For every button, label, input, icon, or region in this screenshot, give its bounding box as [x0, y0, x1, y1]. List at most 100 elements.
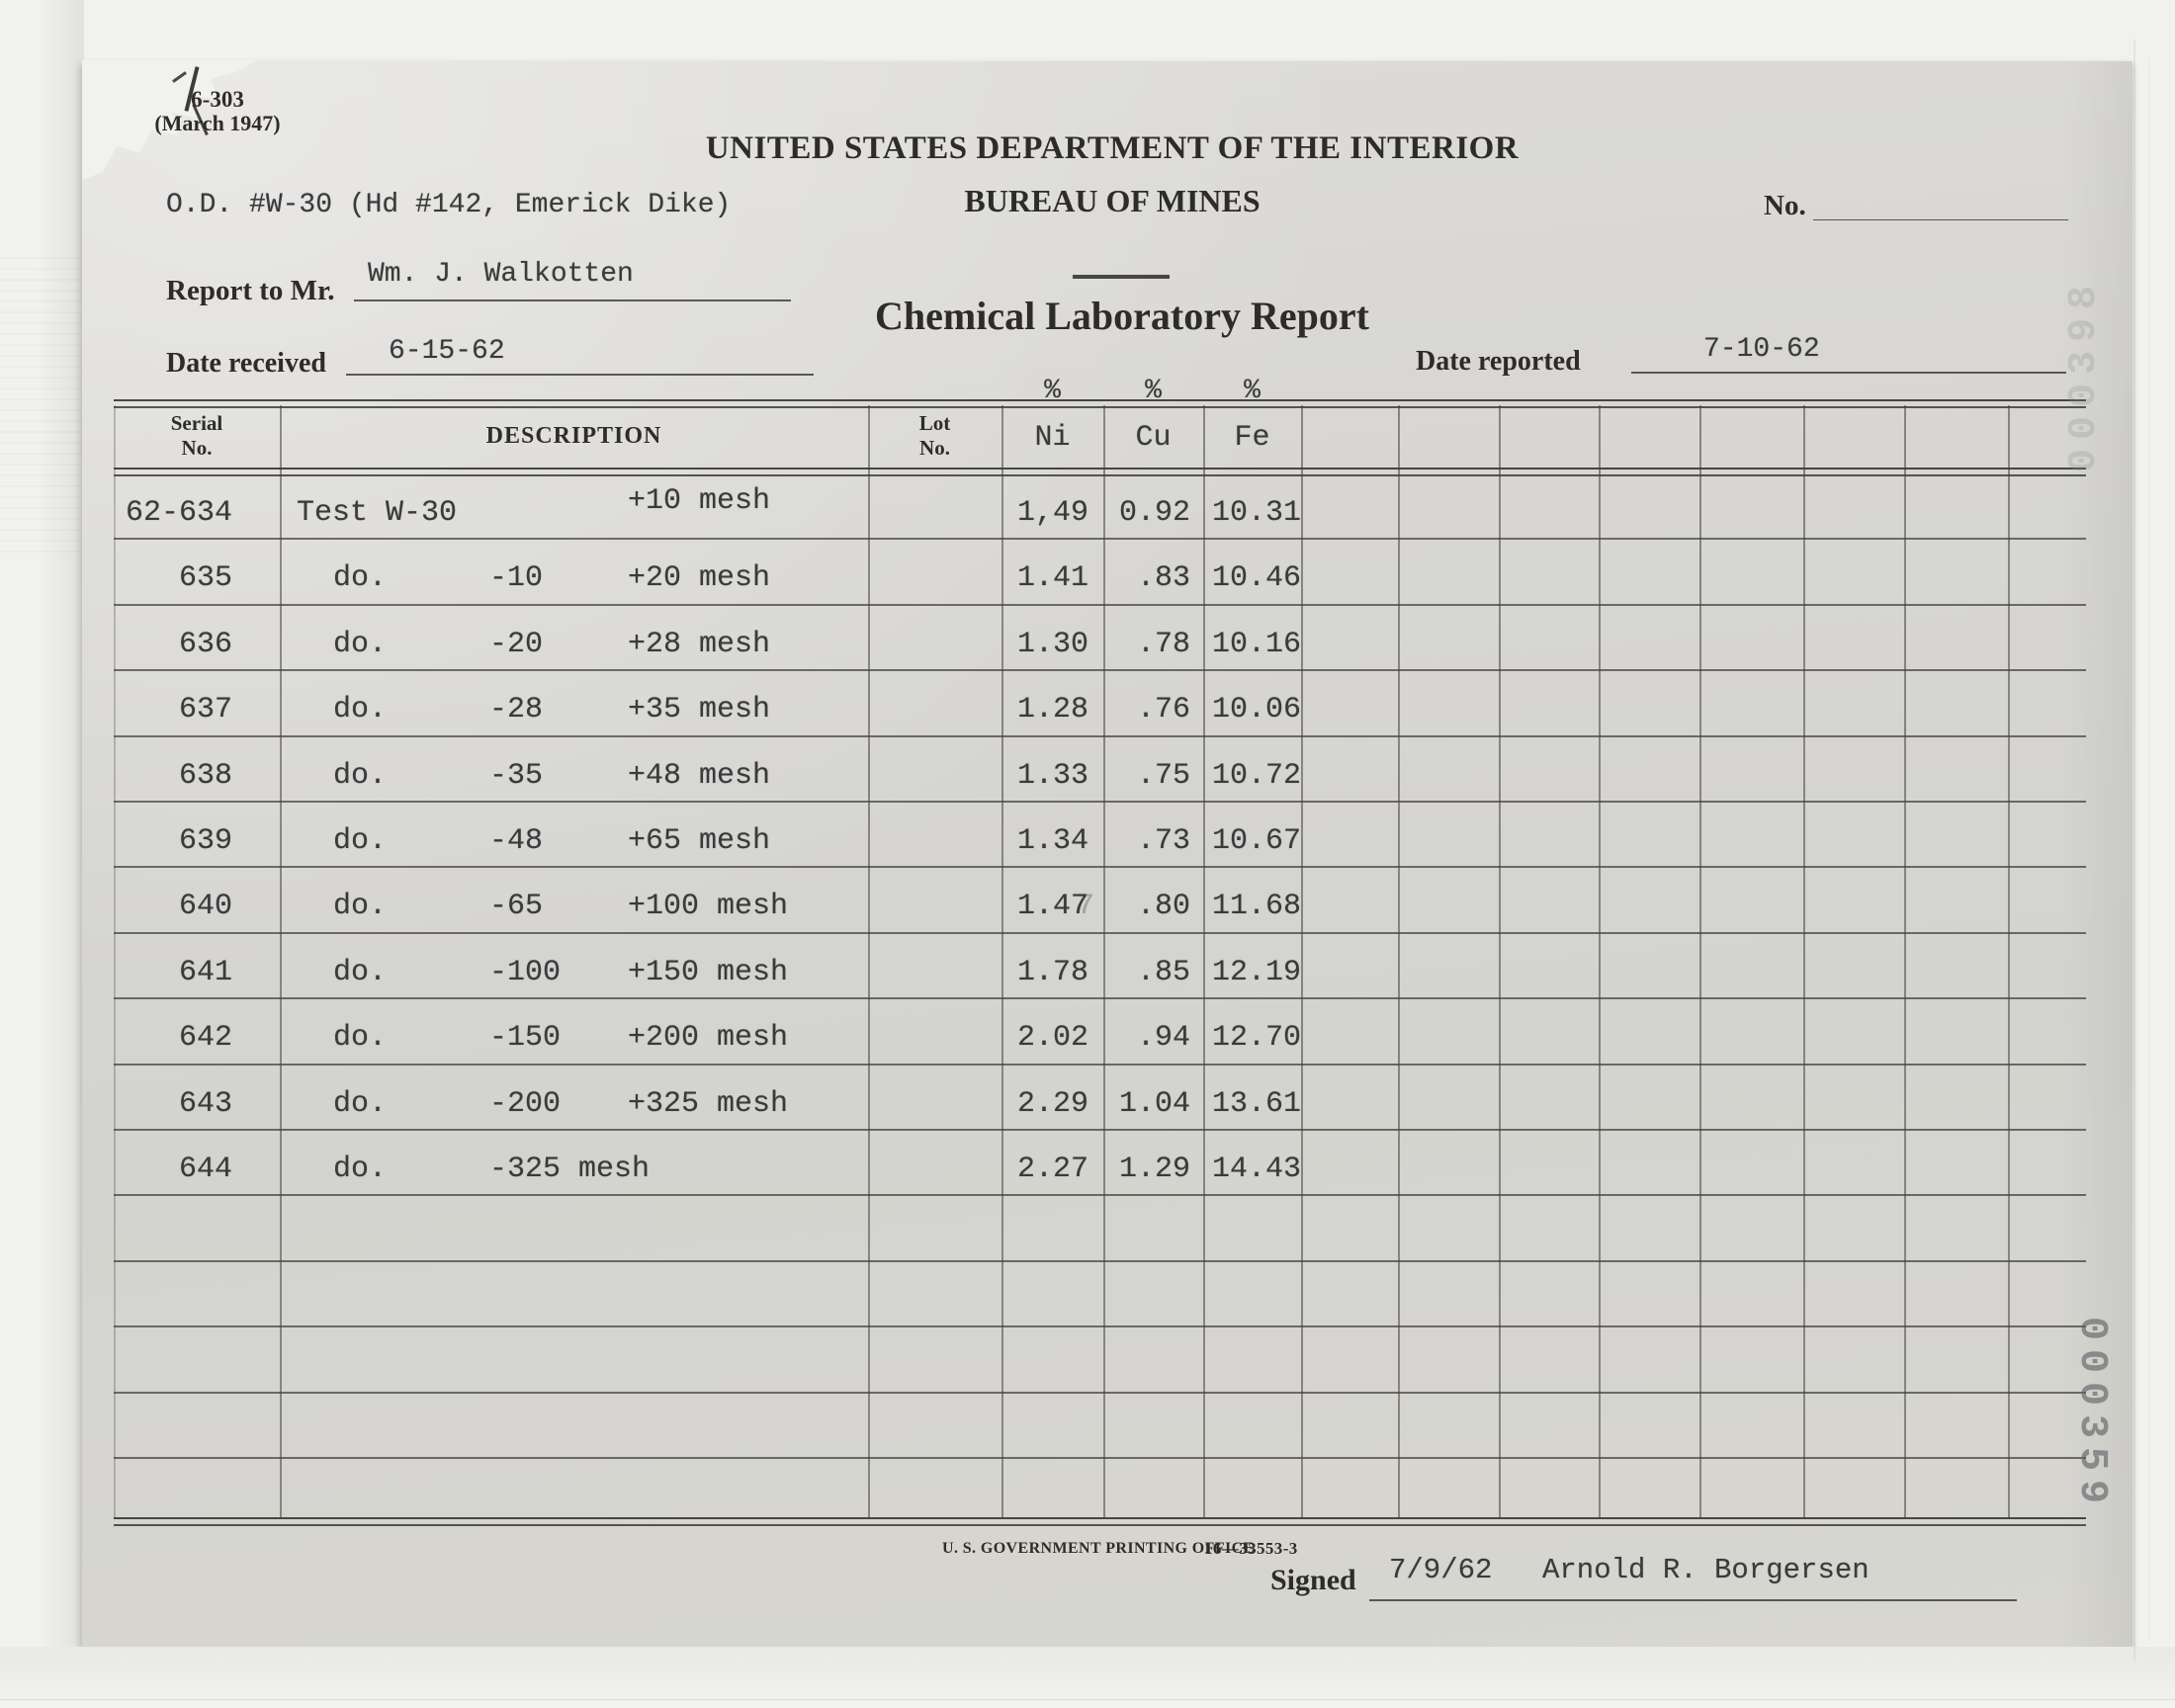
cell-ni: 2.27: [1017, 1153, 1089, 1186]
cell-description: do.: [333, 956, 388, 989]
cell-sieve-from: -150: [489, 1021, 562, 1055]
cell-mesh: +150 mesh: [628, 956, 789, 989]
table-row: 637 do. -28 +35 mesh 1.28 .76 10.06: [114, 669, 2086, 734]
col-header-fe: Fe: [1234, 421, 1270, 455]
gridline: [114, 1457, 2086, 1459]
col-header-ni: Ni: [1034, 421, 1071, 455]
percent-symbol: %: [1244, 376, 1261, 406]
report-to-value: Wm. J. Walkotten: [368, 259, 634, 290]
lab-report-table: Serial No. DESCRIPTION Lot No. % % % Ni …: [114, 376, 2086, 1526]
gridline: [114, 468, 2086, 476]
table-row: 644 do. -325 mesh 2.27 1.29 14.43: [114, 1129, 2086, 1194]
cell-description: do.: [333, 824, 388, 858]
gridline: [114, 669, 2086, 671]
signed-date: 7/9/62: [1389, 1554, 1493, 1586]
date-reported-value: 7-10-62: [1703, 334, 1820, 365]
date-reported-underline: [1631, 372, 2066, 374]
signed-label: Signed: [1270, 1564, 1356, 1596]
gridline: [1499, 405, 1501, 1518]
col-header-lot: Lot No.: [868, 411, 1001, 461]
cell-sieve-from: -325 mesh: [489, 1153, 651, 1186]
signed-underline: [1369, 1599, 2017, 1601]
gridline: [1904, 405, 1906, 1518]
cell-serial: 642: [178, 1021, 232, 1055]
cell-cu: .73: [1136, 824, 1190, 858]
cell-description: Test W-30: [297, 496, 458, 530]
cell-ni: 1.34: [1017, 824, 1089, 858]
gridline: [114, 1129, 2086, 1131]
cell-mesh: +65 mesh: [628, 824, 771, 858]
table-row: 635 do. -10 +20 mesh 1.41 .83 10.46: [114, 538, 2086, 603]
cell-description: do.: [333, 628, 388, 661]
cell-fe: 13.61: [1212, 1087, 1302, 1121]
gridline: [1103, 405, 1105, 1518]
gridline: [114, 997, 2086, 999]
col-header-cu: Cu: [1135, 421, 1172, 455]
gridline: [1699, 405, 1701, 1518]
cell-serial: 640: [178, 890, 232, 923]
printing-code: 16—33553-3: [1204, 1539, 1298, 1558]
report-to-label: Report to Mr.: [166, 275, 335, 306]
cell-mesh: +10 mesh: [628, 484, 771, 518]
cell-ni-ghost-digit: 7: [1077, 890, 1095, 923]
cell-description: do.: [333, 890, 388, 923]
scan-right-edge: [2133, 40, 2135, 1661]
paper: [82, 61, 2132, 1647]
cell-sieve-from: -35: [489, 759, 544, 793]
cell-serial: 639: [178, 824, 232, 858]
col-header-lot-line1: Lot: [918, 411, 951, 435]
table-row: 638 do. -35 +48 mesh 1.33 .75 10.72: [114, 735, 2086, 801]
gridline: [114, 399, 2086, 408]
cell-ni: 1.47: [1017, 890, 1089, 923]
gridline: [280, 405, 282, 1518]
cell-fe: 10.16: [1212, 628, 1302, 661]
stamp-number-bleedthrough: 000398: [2062, 276, 2107, 472]
bureau-title: BUREAU OF MINES: [964, 183, 1261, 218]
cell-cu: .80: [1136, 890, 1190, 923]
scan-right-edge: [2148, 59, 2149, 1641]
gridline: [114, 735, 2086, 737]
cell-sieve-from: -10: [489, 561, 544, 595]
divider-rule: [1073, 275, 1170, 279]
cell-fe: 11.68: [1212, 890, 1302, 923]
col-header-serial-line2: No.: [181, 436, 213, 460]
cell-mesh: +325 mesh: [628, 1087, 789, 1121]
cell-fe: 14.43: [1212, 1153, 1302, 1186]
report-to-underline: [354, 299, 791, 301]
col-header-serial: Serial No.: [114, 411, 280, 461]
no-label: No.: [1764, 190, 1806, 221]
cell-cu: 1.29: [1118, 1153, 1190, 1186]
cell-description: do.: [333, 1153, 388, 1186]
table-row: 640 do. -65 +100 mesh 1.47 7 .80 11.68: [114, 866, 2086, 931]
table-row: 643 do. -200 +325 mesh 2.29 1.04 13.61: [114, 1064, 2086, 1129]
cell-cu: .76: [1136, 693, 1190, 726]
cell-mesh: +100 mesh: [628, 890, 789, 923]
signed-name: Arnold R. Borgersen: [1542, 1554, 1870, 1586]
col-header-lot-line2: No.: [919, 436, 950, 460]
cell-sieve-from: -20: [489, 628, 544, 661]
scan-bottom-strip: [0, 1647, 2175, 1708]
gridline: [1398, 405, 1400, 1518]
cell-fe: 10.06: [1212, 693, 1302, 726]
cell-serial: 635: [178, 561, 232, 595]
cell-cu: 0.92: [1118, 496, 1190, 530]
col-header-description: DESCRIPTION: [485, 423, 662, 449]
stamp-number: 000359: [2069, 1317, 2114, 1513]
gridline: [114, 1260, 2086, 1262]
gridline: [1001, 405, 1003, 1518]
gridline: [2008, 405, 2010, 1518]
cell-description: do.: [333, 1021, 388, 1055]
cell-mesh: +48 mesh: [628, 759, 771, 793]
scan-left-edge: [38, 0, 84, 1708]
cell-ni: 1.33: [1017, 759, 1089, 793]
gridline: [114, 801, 2086, 803]
gridline: [868, 405, 870, 1518]
date-reported-label: Date reported: [1416, 346, 1581, 377]
table-row: 641 do. -100 +150 mesh 1.78 .85 12.19: [114, 932, 2086, 997]
cell-fe: 10.72: [1212, 759, 1302, 793]
cell-fe: 10.46: [1212, 561, 1302, 595]
cell-ni: 1.78: [1017, 956, 1089, 989]
gridline: [114, 1392, 2086, 1394]
table-row: 636 do. -20 +28 mesh 1.30 .78 10.16: [114, 604, 2086, 669]
